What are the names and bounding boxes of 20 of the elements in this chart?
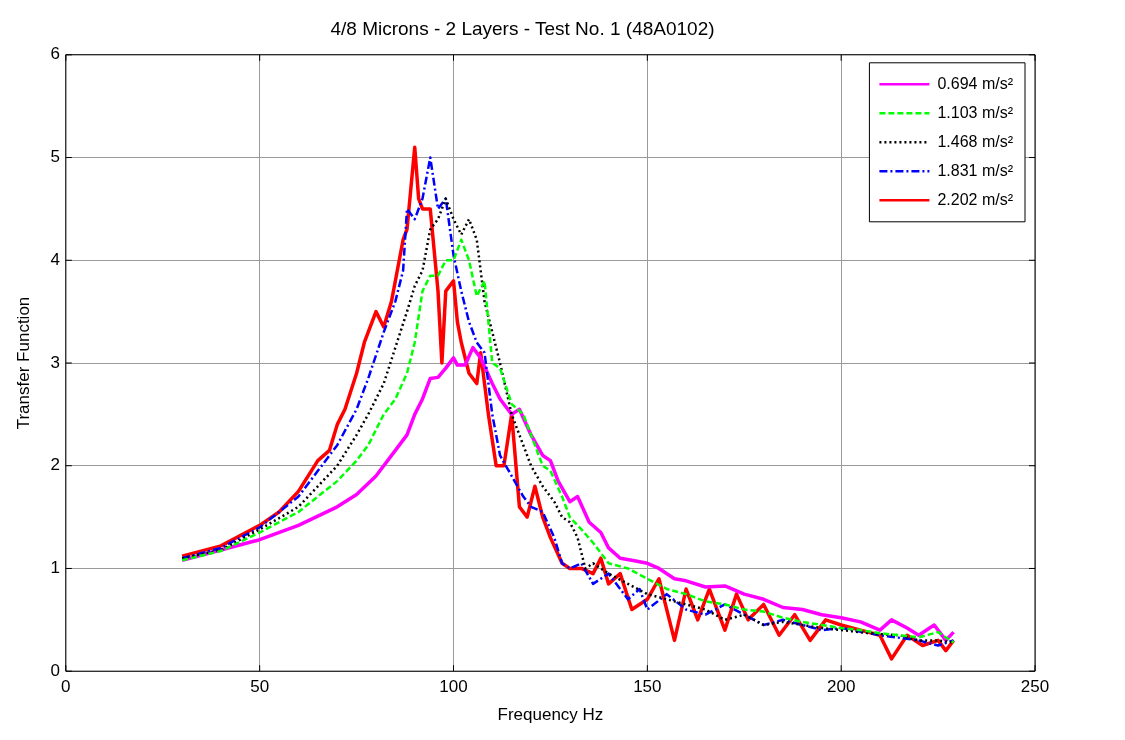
y-tick-label: 3 [50, 352, 60, 372]
x-tick-label: 200 [826, 677, 856, 697]
y-tick-label: 4 [50, 249, 60, 269]
legend-label: 1.103 m/s² [937, 103, 1014, 121]
y-axis-title: Transfer Function [13, 296, 33, 430]
y-tick-label: 0 [50, 660, 60, 680]
x-tick-label: 150 [633, 677, 662, 697]
x-axis-title: Frequency Hz [497, 705, 604, 725]
legend-label: 1.831 m/s² [937, 161, 1014, 179]
x-tick-label: 100 [439, 677, 468, 697]
y-tick-label: 2 [50, 455, 60, 475]
legend-label: 2.202 m/s² [937, 190, 1014, 208]
chart-title: 4/8 Microns - 2 Layers - Test No. 1 (48A0102) [330, 17, 715, 39]
y-tick-label: 5 [50, 147, 60, 167]
x-tick-label: 250 [1020, 677, 1050, 697]
legend-label: 1.468 m/s² [937, 132, 1014, 150]
x-tick-label: 50 [250, 677, 270, 697]
y-tick-label: 1 [50, 558, 60, 578]
y-tick-label: 6 [50, 44, 60, 64]
legend-label: 0.694 m/s² [937, 74, 1014, 92]
